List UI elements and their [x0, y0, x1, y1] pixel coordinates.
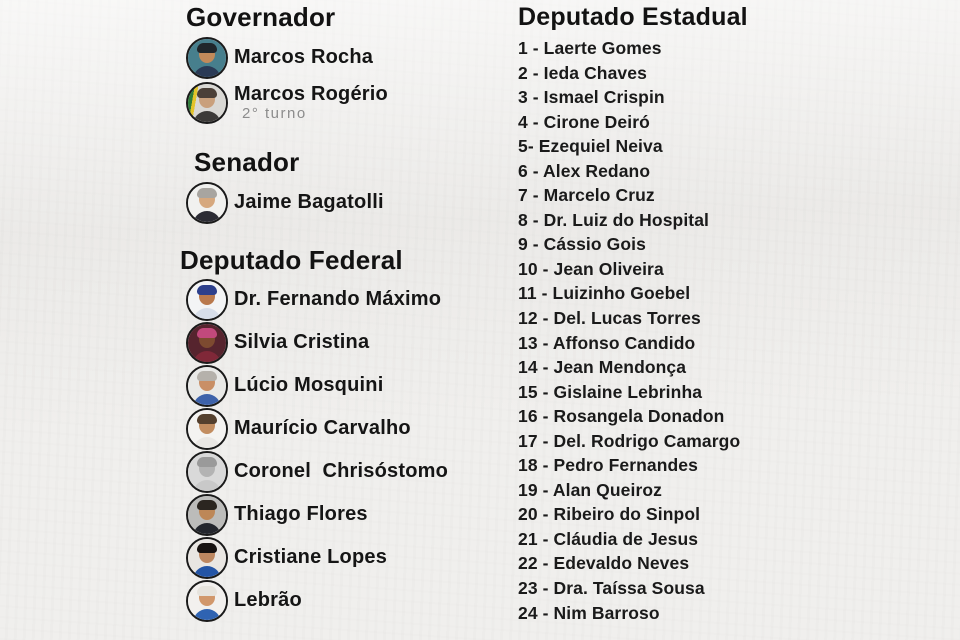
list-item: 20 - Ribeiro do Sinpol	[518, 504, 701, 525]
list-item: 10 - Jean Oliveira	[518, 258, 664, 279]
candidate-row: Thiago Flores	[186, 493, 496, 536]
list-item: 3 - Ismael Crispin	[518, 87, 665, 108]
list-item: 17 - Del. Rodrigo Camargo	[518, 430, 741, 451]
candidate-avatar	[186, 579, 228, 622]
section-deputado-estadual: Deputado Estadual 1 - Laerte Gomes 2 - I…	[518, 2, 798, 625]
candidate-name: Marcos Rogério	[234, 82, 388, 105]
list-item: 6 - Alex Redano	[518, 160, 651, 181]
candidate-name: Silvia Cristina	[234, 331, 370, 353]
section-governador: Governador Marcos Rocha	[186, 2, 496, 125]
list-item: 8 - Dr. Luiz do Hospital	[518, 209, 710, 230]
candidate-row: Coronel Chrisóstomo	[186, 450, 496, 493]
list-item: 18 - Pedro Fernandes	[518, 455, 698, 476]
section-deputado-federal: Deputado Federal Dr. Fernando Máximo	[180, 245, 496, 622]
list-item: 23 - Dra. Taíssa Sousa	[518, 578, 705, 599]
list-item: 9 - Cássio Gois	[518, 234, 646, 255]
candidate-name: Cristiane Lopes	[234, 546, 388, 568]
candidate-name: Lebrão	[234, 589, 302, 611]
candidate-row: Marcos Rocha	[186, 35, 496, 80]
list-item: 13 - Affonso Candido	[518, 332, 696, 353]
candidate-name: Jaime Bagatolli	[234, 191, 384, 213]
list-item: 21 - Cláudia de Jesus	[518, 528, 699, 549]
list-item: 19 - Alan Queiroz	[518, 479, 662, 500]
candidate-avatar	[186, 81, 228, 124]
candidate-avatar	[186, 278, 228, 321]
list-item: 7 - Marcelo Cruz	[518, 185, 655, 206]
list-item: 14 - Jean Mendonça	[518, 357, 687, 378]
list-item: 16 - Rosangela Donadon	[518, 406, 725, 427]
candidate-name: Dr. Fernando Máximo	[234, 288, 442, 310]
candidate-avatar	[186, 493, 228, 536]
section-title-governador: Governador	[186, 2, 336, 32]
list-item: 15 - Gislaine Lebrinha	[518, 381, 703, 402]
candidate-row: Jaime Bagatolli	[186, 180, 496, 225]
right-column: Deputado Estadual 1 - Laerte Gomes 2 - I…	[518, 2, 798, 625]
candidate-note: 2° turno	[242, 104, 307, 122]
candidate-avatar	[186, 36, 228, 79]
list-item: 12 - Del. Lucas Torres	[518, 308, 701, 329]
section-title-deputado-estadual: Deputado Estadual	[518, 3, 748, 31]
candidate-row: Maurício Carvalho	[186, 407, 496, 450]
left-column: Governador Marcos Rocha	[180, 2, 496, 622]
candidate-name: Coronel Chrisóstomo	[234, 460, 449, 482]
list-item: 11 - Luizinho Goebel	[518, 283, 691, 304]
candidate-row: Lúcio Mosquini	[186, 364, 496, 407]
candidate-avatar	[186, 450, 228, 493]
candidate-row: Silvia Cristina	[186, 321, 496, 364]
senador-list: Jaime Bagatolli	[186, 180, 496, 225]
candidate-name: Marcos Rocha	[234, 46, 374, 68]
section-title-senador: Senador	[194, 147, 300, 177]
list-item: 5- Ezequiel Neiva	[518, 136, 663, 157]
candidate-avatar	[186, 536, 228, 579]
list-item: 4 - Cirone Deiró	[518, 111, 650, 132]
section-senador: Senador Jaime Bagatolli	[186, 147, 496, 225]
deputado-federal-list: Dr. Fernando Máximo Silvia C	[186, 278, 496, 622]
candidate-name: Thiago Flores	[234, 503, 368, 525]
candidate-name: Maurício Carvalho	[234, 417, 411, 439]
candidate-avatar	[186, 321, 228, 364]
candidate-row: Marcos Rogério 2° turno	[186, 80, 496, 125]
deputado-estadual-list: 1 - Laerte Gomes 2 - Ieda Chaves 3 - Ism…	[518, 36, 798, 625]
candidate-avatar	[186, 181, 228, 224]
list-item: 24 - Nim Barroso	[518, 602, 660, 623]
candidate-row: Dr. Fernando Máximo	[186, 278, 496, 321]
list-item: 1 - Laerte Gomes	[518, 38, 662, 58]
candidate-name: Lúcio Mosquini	[234, 374, 384, 396]
candidate-avatar	[186, 364, 228, 407]
list-item: 2 - Ieda Chaves	[518, 62, 647, 83]
candidate-row: Lebrão	[186, 579, 496, 622]
governador-list: Marcos Rocha Marcos Rogério	[186, 35, 496, 125]
list-item: 22 - Edevaldo Neves	[518, 553, 690, 574]
section-title-deputado-federal: Deputado Federal	[180, 245, 403, 275]
candidate-avatar	[186, 407, 228, 450]
candidate-row: Cristiane Lopes	[186, 536, 496, 579]
